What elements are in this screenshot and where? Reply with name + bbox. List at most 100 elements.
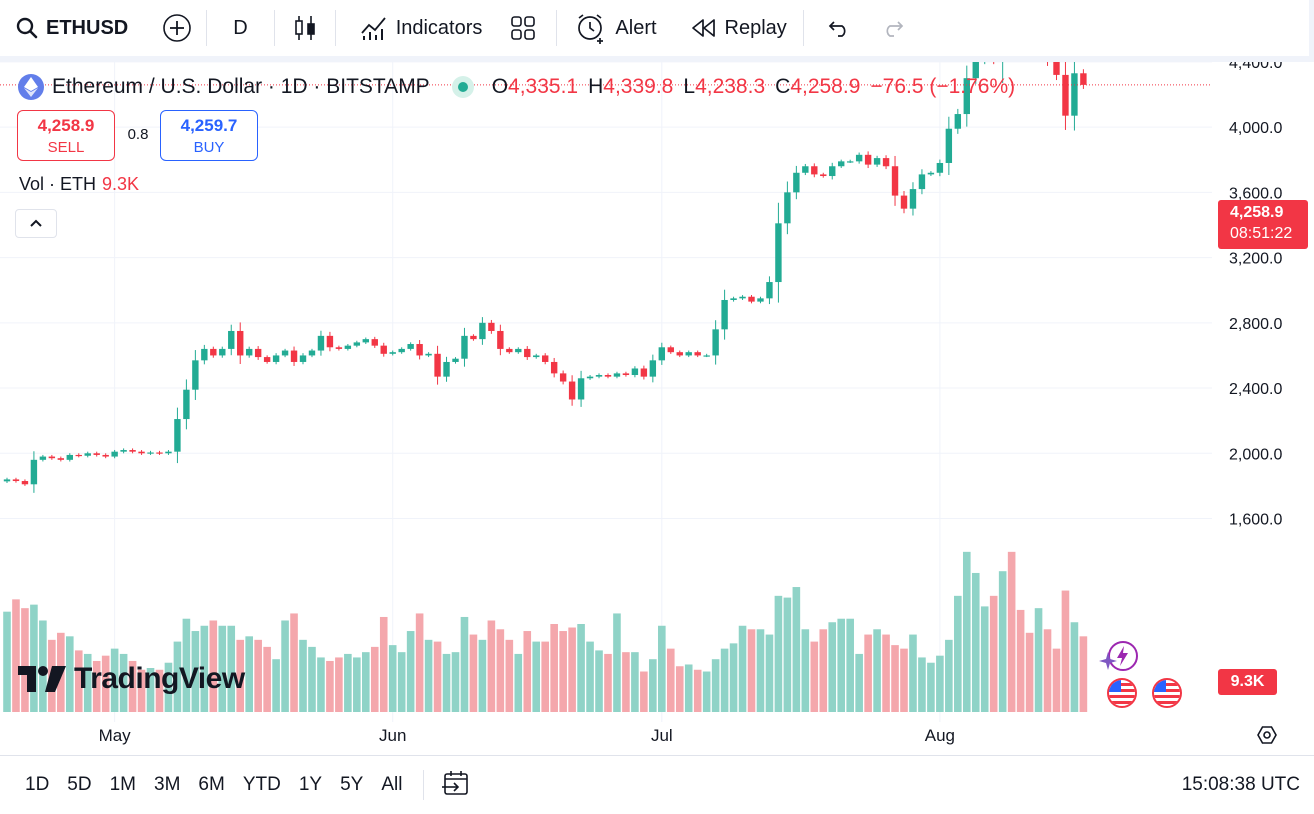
candle-down	[138, 450, 145, 455]
utc-clock[interactable]: 15:08:38 UTC	[1181, 774, 1300, 795]
volume-bar	[326, 660, 334, 712]
volume-bar	[397, 652, 406, 712]
tradingview-watermark[interactable]: TradingView	[18, 662, 245, 696]
time-axis[interactable]: May Jun Jul Aug	[99, 726, 955, 745]
market-open-indicator[interactable]	[451, 76, 474, 98]
symbol-search-button[interactable]: ETHUSD	[0, 8, 138, 48]
candle-down	[290, 346, 298, 366]
chevron-up-icon	[30, 219, 42, 227]
range-6m-button[interactable]: 6M	[198, 774, 225, 795]
plus-circle-icon	[163, 14, 192, 42]
candle-down	[263, 355, 271, 364]
volume-bar	[998, 571, 1007, 712]
price-tick-label: 4,000.0	[1229, 120, 1282, 137]
interval-button[interactable]: D	[211, 8, 269, 48]
candle-up	[721, 289, 728, 340]
axis-settings-button[interactable]	[1257, 726, 1277, 744]
range-1m-button[interactable]: 1M	[109, 774, 136, 795]
volume-bar	[532, 641, 541, 712]
candle-down	[75, 453, 82, 458]
collapse-legend-button[interactable]	[15, 209, 57, 238]
range-1d-button[interactable]: 1D	[25, 774, 50, 795]
redo-icon	[886, 21, 903, 37]
sell-label: SELL	[47, 138, 85, 156]
candle-up	[586, 375, 594, 380]
us-flag-event-icon[interactable]	[1152, 678, 1182, 708]
candle-up	[1071, 62, 1078, 131]
range-all-button[interactable]: All	[381, 774, 403, 795]
volume-bar	[370, 646, 379, 712]
volume-bar	[514, 653, 523, 712]
volume-bar	[101, 655, 110, 712]
candle-down	[93, 451, 100, 457]
volume-bar	[1061, 590, 1070, 712]
candle-down	[129, 448, 136, 454]
candle-down	[1080, 69, 1087, 89]
volume-bar	[523, 631, 532, 712]
candle-down	[506, 347, 513, 354]
volume-bar	[945, 639, 953, 712]
layouts-button[interactable]	[494, 8, 552, 48]
volume-bar	[200, 625, 209, 712]
chart-legend: Ethereum / U.S. Dollar · 1D · BITSTAMP O…	[18, 72, 1015, 102]
ohlc-high-value: 4,339.8	[603, 75, 674, 98]
range-5y-button[interactable]: 5Y	[340, 774, 364, 795]
volume-bar	[909, 634, 917, 712]
price-axis[interactable]: 1,600.0 2,000.0 2,400.0 2,800.0 3,200.0 3,600…	[1229, 62, 1282, 529]
volume-legend-label: Vol · ETH	[19, 174, 97, 194]
volume-bar	[245, 636, 253, 712]
candle-up	[909, 182, 917, 216]
indicators-button[interactable]: Indicators	[340, 8, 495, 48]
symbol-title[interactable]: Ethereum / U.S. Dollar · 1D · BITSTAMP	[52, 75, 430, 98]
candle-up	[425, 352, 432, 358]
volume-bar	[155, 669, 164, 712]
volume-bar	[496, 629, 505, 712]
sell-button[interactable]: 4,258.9 SELL	[17, 110, 115, 161]
candle-up	[111, 449, 118, 459]
range-ytd-button[interactable]: YTD	[242, 774, 281, 795]
range-5d-button[interactable]: 5D	[67, 774, 92, 795]
candle-down	[993, 62, 995, 65]
volume-bar	[640, 671, 648, 712]
volume-bar	[918, 657, 926, 712]
range-1y-button[interactable]: 1Y	[298, 774, 323, 795]
chart-type-button[interactable]	[279, 8, 331, 48]
price-chart[interactable]: 1,600.0 2,000.0 2,400.0 2,800.0 3,200.0 3,600…	[0, 62, 1314, 755]
volume-bar	[801, 629, 810, 712]
candle-down	[1062, 62, 1069, 130]
candle-up	[739, 295, 746, 300]
candle-up	[443, 356, 450, 382]
candle-up	[658, 342, 666, 365]
volume-bar	[756, 629, 765, 712]
volume-legend[interactable]: Vol · ETH 9.3K	[19, 174, 139, 195]
volume-bar	[989, 595, 998, 712]
range-3m-button[interactable]: 3M	[154, 774, 181, 795]
us-flag-event-icon[interactable]	[1107, 678, 1137, 708]
volume-bar	[675, 666, 684, 712]
redo-button[interactable]	[868, 8, 918, 48]
go-to-date-button[interactable]	[436, 765, 476, 806]
candle-up	[344, 344, 352, 351]
buy-button[interactable]: 4,259.7 BUY	[160, 110, 258, 161]
undo-button[interactable]	[808, 8, 868, 48]
candle-up	[30, 451, 38, 493]
candle-up	[183, 379, 190, 430]
alert-button[interactable]: Alert	[561, 8, 668, 48]
toolbar-divider	[206, 10, 208, 46]
sparkle-icon	[1099, 652, 1117, 670]
volume-bar	[433, 641, 442, 712]
candle-up	[353, 340, 361, 348]
candle-up	[281, 348, 289, 358]
replay-button[interactable]: Replay	[669, 8, 799, 48]
right-panel-edge	[1309, 0, 1314, 62]
ohlc-low-key: L	[683, 75, 696, 98]
candle-up	[39, 454, 47, 462]
candle-up	[703, 353, 710, 358]
candle-down	[1053, 62, 1060, 81]
candle-down	[640, 365, 648, 380]
volume-bar	[290, 613, 298, 712]
candle-up	[308, 348, 316, 358]
candle-down	[568, 375, 576, 406]
compare-symbol-button[interactable]	[152, 8, 202, 48]
candle-down	[820, 172, 827, 178]
